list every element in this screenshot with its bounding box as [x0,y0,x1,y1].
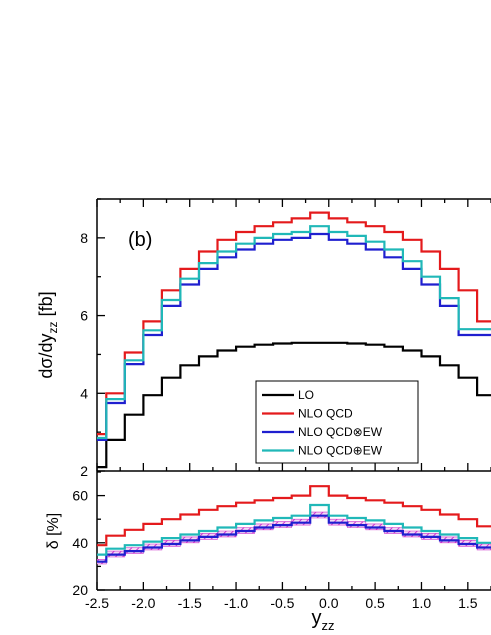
legend-label-1: NLO QCD [298,407,353,421]
x-tick-label: 0.5 [365,595,385,611]
bottom-series-line-2 [97,503,491,556]
bottom-panel-frame [96,472,491,591]
top-y-tick-label: 8 [80,230,88,246]
x-tick-label: 1.0 [412,595,432,611]
bottom-y-tick-label: 20 [72,582,88,598]
x-tick-label: 1.5 [458,595,478,611]
top-y-tick-label: 6 [80,308,88,324]
top-y-tick-label: 2 [80,463,88,479]
x-tick-label: -2.5 [85,595,109,611]
legend-label-0: LO [298,388,314,402]
top-y-tick-label: 4 [80,385,88,401]
legend: LO NLO QCD NLO QCD⊗EW NLO QCD⊕EW [255,380,419,464]
x-tick-label: -2.0 [131,595,155,611]
bottom-y-axis-title: δ [%] [45,513,62,549]
legend-label-3: NLO QCD⊕EW [298,444,383,458]
x-tick-label: -1.0 [224,595,248,611]
x-tick-label: -1.5 [178,595,202,611]
bottom-y-tick-label: 40 [72,535,88,551]
bottom-uncertainty-band [97,511,491,565]
panel-label: (b) [128,229,152,251]
bottom-series-line-1 [97,514,491,563]
top-panel-frame [96,198,491,472]
x-axis-title: yzz [312,607,335,633]
top-series-line-0 [97,341,491,469]
x-tick-label: 0.0 [319,595,339,611]
legend-label-2: NLO QCD⊗EW [298,425,383,439]
bottom-series-line-0 [97,485,491,547]
x-tick-label: -0.5 [270,595,294,611]
top-y-axis-title: dσ/dyzz [fb] [36,291,60,378]
bottom-y-tick-label: 60 [72,488,88,504]
top-series-line-3 [97,225,491,440]
